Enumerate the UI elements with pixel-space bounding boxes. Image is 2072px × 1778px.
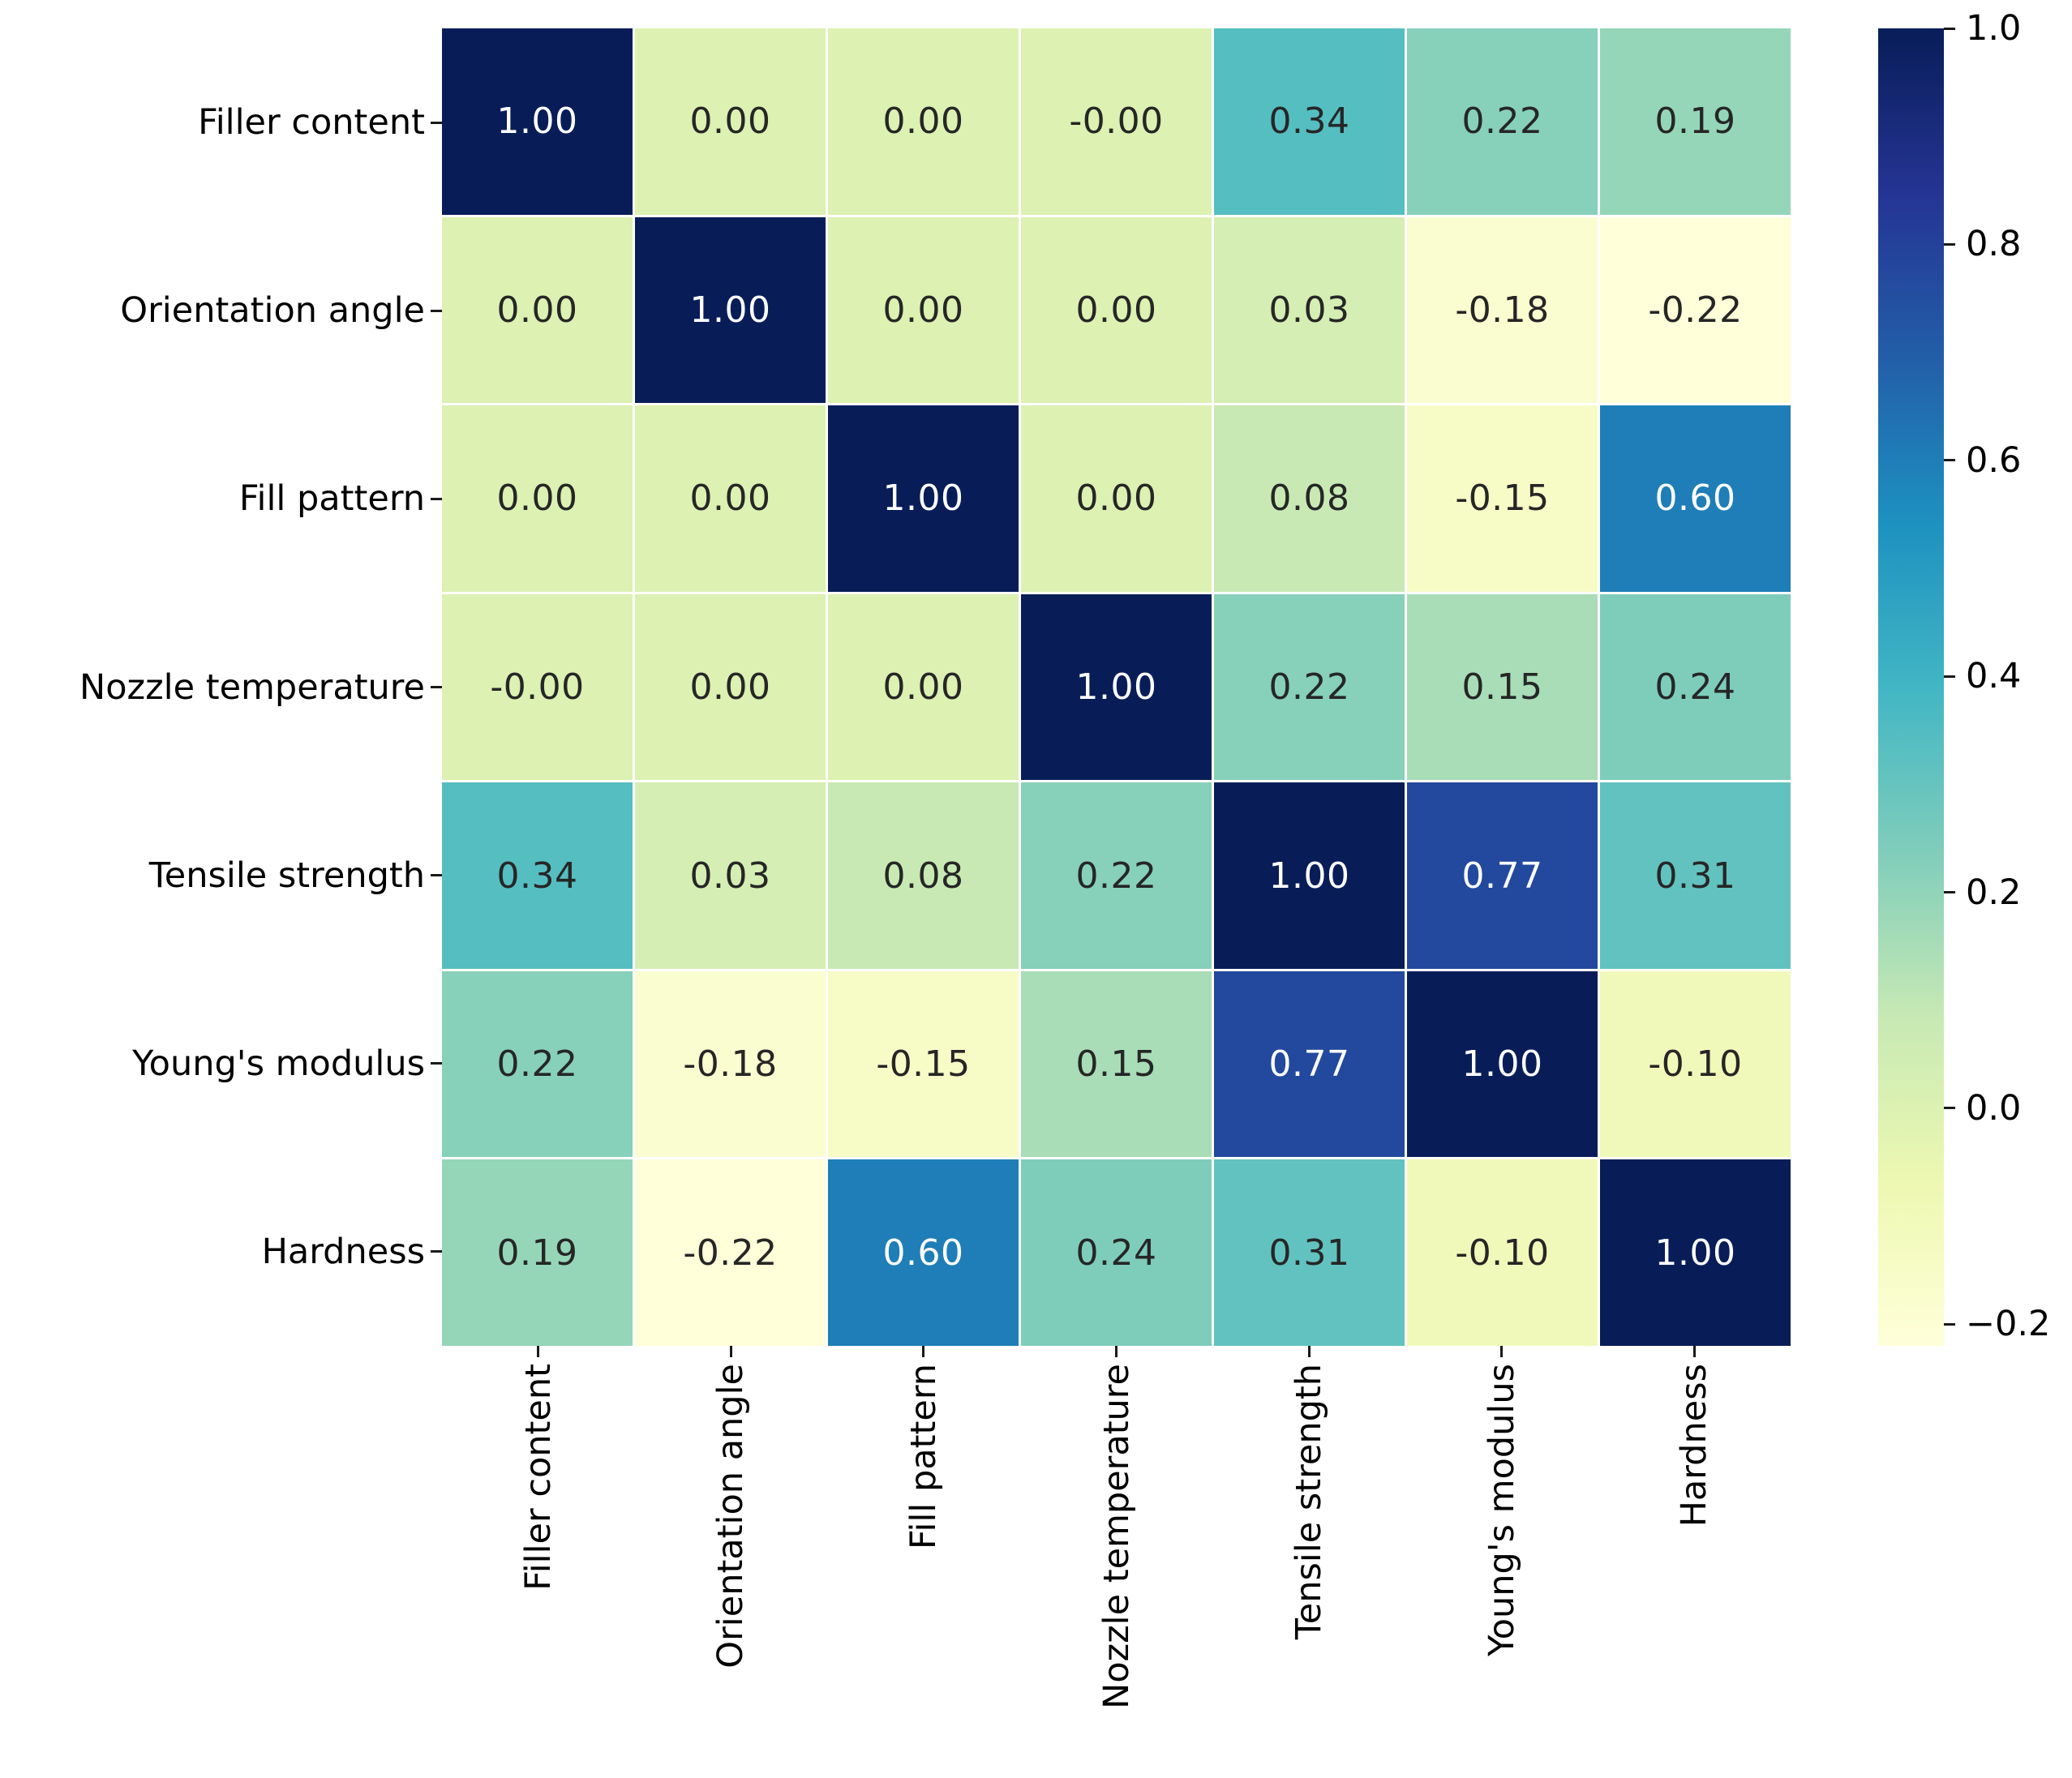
heatmap-grid: 1.00 0.00 0.00 -0.00 0.34 0.22 0.19 0.00 1.00 0.0… bbox=[442, 28, 1791, 1346]
heatmap-cell-r2c1: 0.00 bbox=[635, 405, 826, 592]
x-tick-mark-6 bbox=[1692, 1346, 1696, 1357]
x-tick-mark-3 bbox=[1115, 1346, 1118, 1357]
heatmap-cell-r0c3: -0.00 bbox=[1021, 28, 1212, 215]
heatmap-cell-r1c4: 0.03 bbox=[1214, 216, 1405, 404]
heatmap-cell-r0c6: 0.19 bbox=[1600, 28, 1791, 215]
colorbar-tick-mark-1 bbox=[1944, 242, 1955, 246]
colorbar-tick-label-0: 1.0 bbox=[1966, 8, 2022, 49]
heatmap-cell-r5c0: 0.22 bbox=[442, 970, 633, 1158]
heatmap-cell-r1c5: -0.18 bbox=[1407, 216, 1598, 404]
x-tick-label-4: Tensile strength bbox=[1289, 1364, 1330, 1640]
heatmap-cell-r3c6: 0.24 bbox=[1600, 593, 1791, 781]
x-tick-label-6: Hardness bbox=[1674, 1364, 1715, 1527]
heatmap-cell-r0c5: 0.22 bbox=[1407, 28, 1598, 215]
colorbar-tick-label-1: 0.8 bbox=[1966, 224, 2022, 265]
colorbar-tick-mark-3 bbox=[1944, 675, 1955, 678]
heatmap-cell-r1c6: -0.22 bbox=[1600, 216, 1791, 404]
heatmap-cell-r4c4: 1.00 bbox=[1214, 782, 1405, 969]
colorbar-tick-mark-5 bbox=[1944, 1107, 1955, 1110]
x-tick-label-3: Nozzle temperature bbox=[1096, 1364, 1137, 1709]
y-tick-label-5: Young's modulus bbox=[132, 1043, 425, 1084]
x-tick-label-1: Orientation angle bbox=[710, 1364, 752, 1669]
y-tick-mark-1 bbox=[431, 309, 442, 312]
heatmap-cell-r5c3: 0.15 bbox=[1021, 970, 1212, 1158]
y-tick-label-2: Fill pattern bbox=[238, 478, 425, 520]
colorbar-tick-mark-6 bbox=[1944, 1322, 1955, 1326]
x-tick-label-5: Young's modulus bbox=[1481, 1364, 1522, 1656]
heatmap-cell-r4c2: 0.08 bbox=[828, 782, 1019, 969]
y-tick-mark-3 bbox=[431, 686, 442, 688]
y-tick-mark-6 bbox=[431, 1250, 442, 1253]
heatmap-cell-r2c0: 0.00 bbox=[442, 405, 633, 592]
heatmap-cell-r5c6: -0.10 bbox=[1600, 970, 1791, 1158]
heatmap-cell-r2c2: 1.00 bbox=[828, 405, 1019, 592]
colorbar-tick-label-3: 0.4 bbox=[1966, 656, 2022, 697]
y-tick-mark-5 bbox=[431, 1062, 442, 1065]
x-tick-label-2: Fill pattern bbox=[903, 1364, 944, 1550]
y-tick-mark-4 bbox=[431, 874, 442, 877]
heatmap-cell-r6c3: 0.24 bbox=[1021, 1159, 1212, 1346]
heatmap-cell-r2c3: 0.00 bbox=[1021, 405, 1212, 592]
y-tick-label-1: Orientation angle bbox=[120, 290, 425, 332]
y-tick-label-3: Nozzle temperature bbox=[79, 666, 425, 708]
heatmap-cell-r1c2: 0.00 bbox=[828, 216, 1019, 404]
heatmap-cell-r2c5: -0.15 bbox=[1407, 405, 1598, 592]
heatmap-cell-r4c6: 0.31 bbox=[1600, 782, 1791, 969]
x-tick-mark-1 bbox=[729, 1346, 732, 1357]
heatmap-cell-r5c1: -0.18 bbox=[635, 970, 826, 1158]
heatmap-cell-r1c3: 0.00 bbox=[1021, 216, 1212, 404]
colorbar-tick-mark-0 bbox=[1944, 27, 1955, 30]
heatmap-cell-r6c1: -0.22 bbox=[635, 1159, 826, 1346]
colorbar-tick-mark-2 bbox=[1944, 459, 1955, 462]
heatmap-cell-r6c2: 0.60 bbox=[828, 1159, 1019, 1346]
heatmap-cell-r5c5: 1.00 bbox=[1407, 970, 1598, 1158]
y-tick-mark-2 bbox=[431, 497, 442, 500]
heatmap-cell-r5c2: -0.15 bbox=[828, 970, 1019, 1158]
y-tick-mark-0 bbox=[431, 121, 442, 124]
heatmap-cell-r4c3: 0.22 bbox=[1021, 782, 1212, 969]
colorbar-gradient bbox=[1878, 28, 1944, 1346]
heatmap-cell-r3c4: 0.22 bbox=[1214, 593, 1405, 781]
heatmap-cell-r3c3: 1.00 bbox=[1021, 593, 1212, 781]
colorbar-tick-label-6: −0.2 bbox=[1966, 1304, 2051, 1345]
colorbar-tick-label-5: 0.0 bbox=[1966, 1087, 2022, 1129]
x-tick-mark-4 bbox=[1307, 1346, 1311, 1357]
x-tick-mark-2 bbox=[922, 1346, 925, 1357]
heatmap-cell-r0c0: 1.00 bbox=[442, 28, 633, 215]
x-tick-mark-0 bbox=[537, 1346, 540, 1357]
heatmap-cell-r2c4: 0.08 bbox=[1214, 405, 1405, 592]
heatmap-cell-r3c0: -0.00 bbox=[442, 593, 633, 781]
heatmap-cell-r6c0: 0.19 bbox=[442, 1159, 633, 1346]
y-tick-label-6: Hardness bbox=[261, 1231, 425, 1272]
heatmap-cell-r5c4: 0.77 bbox=[1214, 970, 1405, 1158]
heatmap-cell-r1c1: 1.00 bbox=[635, 216, 826, 404]
heatmap-cell-r3c1: 0.00 bbox=[635, 593, 826, 781]
heatmap-cell-r3c5: 0.15 bbox=[1407, 593, 1598, 781]
heatmap-cell-r6c5: -0.10 bbox=[1407, 1159, 1598, 1346]
x-tick-mark-5 bbox=[1500, 1346, 1504, 1357]
heatmap-cell-r0c1: 0.00 bbox=[635, 28, 826, 215]
heatmap-cell-r4c0: 0.34 bbox=[442, 782, 633, 969]
colorbar-tick-label-4: 0.2 bbox=[1966, 872, 2022, 913]
heatmap-cell-r6c6: 1.00 bbox=[1600, 1159, 1791, 1346]
colorbar-tick-label-2: 0.6 bbox=[1966, 439, 2022, 481]
heatmap-cell-r4c1: 0.03 bbox=[635, 782, 826, 969]
heatmap-cell-r2c6: 0.60 bbox=[1600, 405, 1791, 592]
heatmap-cell-r1c0: 0.00 bbox=[442, 216, 633, 404]
y-tick-label-0: Filler content bbox=[198, 102, 425, 144]
heatmap-cell-r6c4: 0.31 bbox=[1214, 1159, 1405, 1346]
x-tick-label-0: Filler content bbox=[517, 1364, 559, 1591]
colorbar-tick-mark-4 bbox=[1944, 891, 1955, 894]
heatmap-cell-r0c4: 0.34 bbox=[1214, 28, 1405, 215]
heatmap-cell-r3c2: 0.00 bbox=[828, 593, 1019, 781]
heatmap-cell-r0c2: 0.00 bbox=[828, 28, 1019, 215]
heatmap-cell-r4c5: 0.77 bbox=[1407, 782, 1598, 969]
y-tick-label-4: Tensile strength bbox=[148, 855, 425, 896]
